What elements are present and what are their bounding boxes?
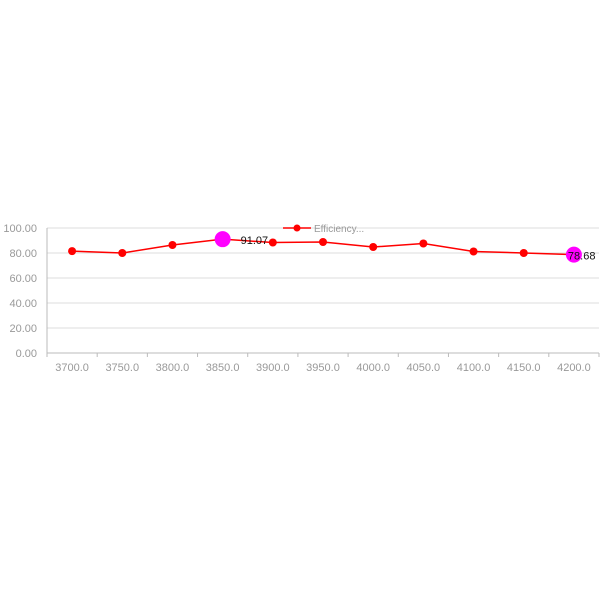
- x-tick-label: 3800.0: [156, 362, 190, 374]
- legend-marker: [293, 224, 301, 232]
- data-label: 78.68: [568, 251, 596, 263]
- legend-label[interactable]: Efficiency...: [314, 224, 364, 235]
- y-tick-label: 100.00: [3, 223, 37, 235]
- x-tick-label: 3750.0: [105, 362, 139, 374]
- data-label: 91.07: [241, 235, 269, 247]
- y-tick-label: 0.00: [16, 348, 37, 360]
- x-tick-label: 3900.0: [256, 362, 290, 374]
- x-tick-label: 4150.0: [507, 362, 541, 374]
- x-tick-label: 4100.0: [457, 362, 491, 374]
- y-tick-label: 60.00: [9, 273, 37, 285]
- y-tick-label: 40.00: [9, 298, 37, 310]
- data-point[interactable]: [118, 249, 127, 257]
- highlight-point[interactable]: [565, 246, 582, 263]
- data-point[interactable]: [519, 249, 528, 257]
- data-point[interactable]: [469, 247, 478, 256]
- x-tick-label: 3850.0: [206, 362, 240, 374]
- x-tick-label: 3700.0: [55, 362, 89, 374]
- data-point[interactable]: [268, 238, 277, 247]
- y-tick-label: 80.00: [9, 248, 37, 260]
- data-point[interactable]: [369, 243, 378, 251]
- y-tick-label: 20.00: [9, 323, 37, 335]
- data-point[interactable]: [168, 241, 177, 249]
- data-point[interactable]: [68, 247, 77, 256]
- x-tick-label: 4000.0: [356, 362, 390, 374]
- x-tick-label: 4050.0: [407, 362, 441, 374]
- data-point[interactable]: [419, 239, 428, 248]
- x-tick-label: 4200.0: [557, 362, 591, 374]
- x-tick-label: 3950.0: [306, 362, 340, 374]
- data-point[interactable]: [319, 238, 327, 246]
- highlight-point[interactable]: [214, 231, 231, 248]
